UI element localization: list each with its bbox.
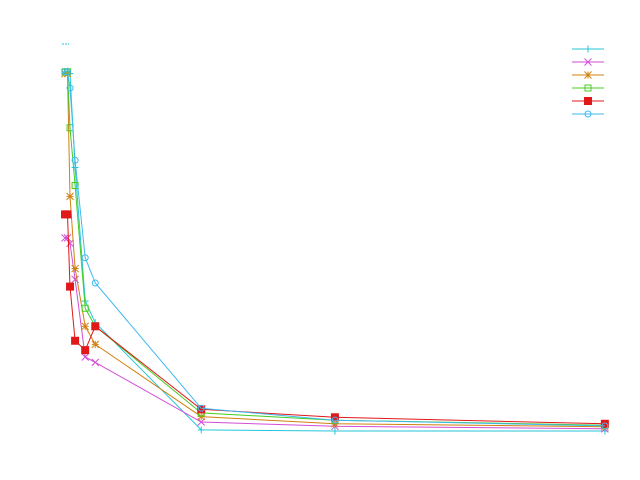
series-5-point-6-box (91, 322, 100, 331)
series-5-point-3-box (66, 282, 75, 291)
series-2-point-6 (91, 358, 100, 367)
series-3-point-3-d2 (66, 192, 74, 201)
legend-marker-3-d2 (584, 71, 592, 79)
legend-marker-6 (584, 110, 592, 118)
series-4-point-5-box (81, 304, 89, 312)
legend-marker-4-box (584, 84, 592, 92)
series-4-point-5 (81, 304, 89, 312)
series-6-point-2-ring (64, 68, 72, 76)
series-5-point-4 (71, 336, 80, 345)
series-5-point-9-box (600, 419, 609, 428)
series-1-point-4 (71, 163, 79, 171)
series-1-point-7 (197, 426, 205, 434)
series-5-point-4-box (71, 336, 80, 345)
series-6-point-1 (61, 68, 69, 76)
series-3-point-5-d2 (81, 322, 90, 331)
legend-marker-1 (584, 45, 592, 53)
series-6-point-8-ring (331, 416, 339, 424)
legend-marker-5-box (584, 97, 592, 105)
series-3-point-7 (197, 412, 206, 421)
series-5-point-2 (63, 210, 72, 219)
series-2-point-7-d2 (197, 418, 206, 426)
series-6-point-5 (81, 254, 89, 262)
series-2-point-5 (81, 353, 90, 361)
series-5-point-7-box (197, 405, 206, 414)
legend-entry-6 (572, 110, 604, 118)
series-3-point-5 (81, 322, 90, 331)
series-5-point-2-box (63, 210, 72, 219)
series-6-point-6-ring (91, 279, 99, 287)
series-6-point-2 (64, 68, 72, 76)
legend-marker-2 (584, 58, 592, 66)
series-3-point-6-d2 (91, 340, 100, 349)
series-6-point-3 (66, 84, 74, 92)
series-2-point-2 (63, 234, 72, 242)
legend-marker-3 (584, 71, 592, 79)
series-2-point-3-d2 (66, 239, 74, 248)
legend-marker-4 (584, 84, 592, 92)
legend-entry-5 (572, 97, 604, 105)
series-5-point-5-box (81, 346, 90, 355)
series-6-point-9 (601, 422, 609, 430)
legend-entry-3 (572, 71, 604, 79)
series-2-point-3 (66, 239, 74, 248)
legend (572, 45, 604, 118)
series-6-point-7-ring (197, 404, 205, 412)
series-line-4 (65, 71, 605, 426)
series-5-point-3 (66, 282, 75, 291)
series-6-point-9-ring (601, 422, 609, 430)
series-6-point-5-ring (81, 254, 89, 262)
series-6-point-4 (71, 156, 79, 164)
legend-marker-2-d2 (584, 58, 592, 66)
legend-marker-6-ring (584, 110, 592, 118)
series-5-point-7 (197, 405, 206, 414)
series-2-point-2-d2 (63, 234, 72, 242)
legend-entry-2 (572, 58, 604, 66)
series-5-point-6 (91, 322, 100, 331)
legend-entry-1 (572, 45, 604, 53)
series-line-2 (65, 237, 605, 430)
series-5-point-5 (81, 346, 90, 355)
series-line-6 (65, 71, 605, 427)
series-3-point-6 (91, 340, 100, 349)
series-line-5 (65, 213, 605, 425)
series-3-point-7-d2 (197, 412, 206, 421)
series-line-1 (64, 70, 605, 432)
series-6-point-4-ring (71, 156, 79, 164)
series-2-point-1-d2 (61, 234, 69, 242)
series-2-point-7 (197, 418, 206, 426)
series-5-point-9 (600, 419, 609, 428)
series-2-point-4-d2 (71, 275, 79, 284)
series-6-point-8 (331, 416, 339, 424)
series-6-point-3-ring (66, 84, 74, 92)
series-2-point-5-d2 (81, 353, 90, 361)
legend-entry-4 (572, 84, 604, 92)
series-3-point-4 (71, 264, 79, 273)
series-6-point-1-ring (61, 68, 69, 76)
series-3-point-4-d2 (71, 264, 79, 273)
series-6-point-7 (197, 404, 205, 412)
legend-marker-5 (584, 97, 592, 105)
series-2-point-6-d2 (91, 358, 100, 367)
series-3-point-3 (66, 192, 74, 201)
series-6-point-6 (91, 279, 99, 287)
series-1-point-8 (331, 427, 339, 435)
